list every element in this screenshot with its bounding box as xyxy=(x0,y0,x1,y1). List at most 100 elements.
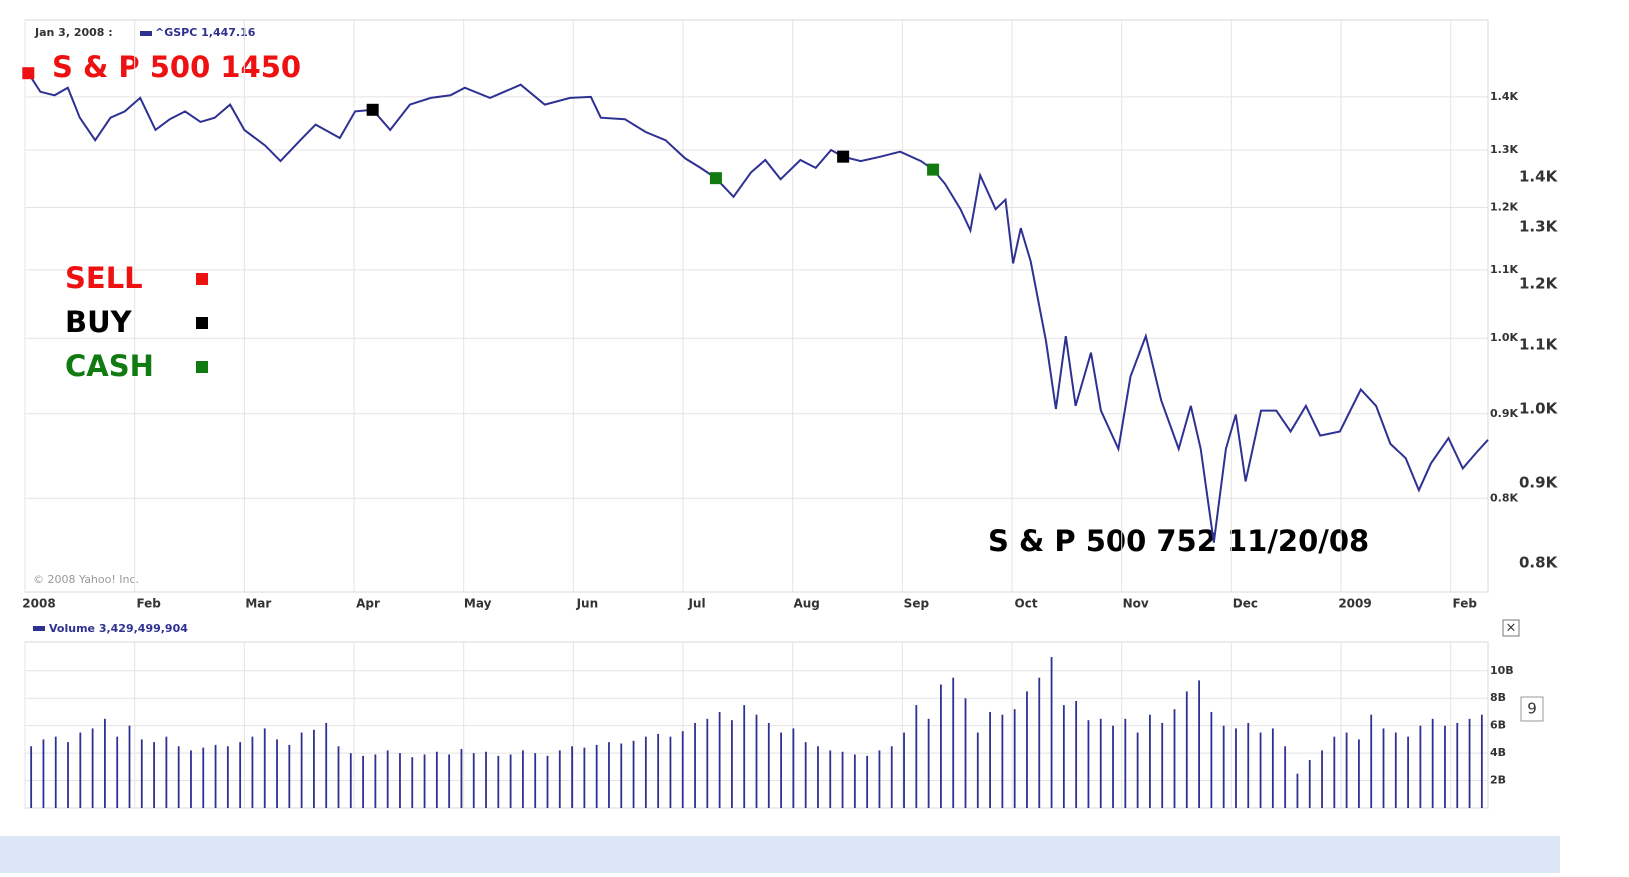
volume-bar xyxy=(1284,746,1287,808)
volume-bar xyxy=(239,742,242,808)
fragment: 1.3K xyxy=(1519,218,1559,236)
signal-marker xyxy=(927,163,940,176)
volume-bar xyxy=(435,751,438,808)
volume-bar xyxy=(1001,714,1004,808)
volume-bar xyxy=(153,742,155,808)
volume-bar xyxy=(263,728,266,808)
volume-bar xyxy=(755,714,758,808)
volume-bar xyxy=(1394,732,1397,808)
volume-bar xyxy=(1222,725,1225,808)
legend-swatch xyxy=(196,361,208,373)
volume-bar xyxy=(79,732,82,808)
volume-bar xyxy=(706,718,709,808)
x-tick-label: Oct xyxy=(1015,597,1038,611)
volume-bar xyxy=(226,746,229,808)
volume-bar xyxy=(140,739,143,808)
volume-bar xyxy=(104,718,106,808)
volume-bar xyxy=(509,754,512,808)
volume-bar xyxy=(583,747,586,808)
volume-bar xyxy=(67,742,69,808)
y-tick-label: 0.9K xyxy=(1490,407,1518,420)
y-tick-label: 1.2K xyxy=(1490,200,1518,213)
volume-bar xyxy=(91,728,94,808)
volume-bar xyxy=(1198,680,1200,808)
close-button[interactable] xyxy=(1502,619,1520,637)
volume-bar xyxy=(1468,718,1471,808)
x-tick-label: Mar xyxy=(245,597,271,611)
x-tick-label: Apr xyxy=(356,597,380,611)
volume-bar xyxy=(1013,709,1016,808)
volume-bar xyxy=(964,698,967,808)
volume-bar xyxy=(423,754,426,808)
volume-bar xyxy=(1271,728,1274,808)
volume-bar xyxy=(460,749,463,808)
volume-bar xyxy=(374,754,377,808)
y-tick-label: 1.1K xyxy=(1490,263,1518,276)
volume-bar xyxy=(571,746,573,808)
volume-bar xyxy=(792,728,795,808)
volume-bar xyxy=(558,750,561,808)
x-tick-label: 2009 xyxy=(1338,597,1371,611)
volume-bar xyxy=(1050,657,1053,808)
volume-bar xyxy=(325,722,328,808)
header-date: Jan 3, 2008 : xyxy=(34,26,113,39)
volume-bar xyxy=(1358,739,1360,808)
volume-bar xyxy=(288,744,291,808)
volume-bar xyxy=(731,720,733,808)
volume-bar xyxy=(1419,725,1422,808)
volume-bar xyxy=(1185,691,1188,808)
x-tick-label: Jun xyxy=(576,597,599,611)
legend-swatch xyxy=(196,317,208,329)
legend-label: BUY xyxy=(65,305,133,339)
y-tick-label: 1.0K xyxy=(1490,331,1518,344)
volume-bar xyxy=(534,753,537,808)
volume-bar xyxy=(1308,759,1311,808)
volume-bar xyxy=(337,746,340,808)
volume-bar xyxy=(1136,732,1139,808)
volume-bar xyxy=(890,746,893,808)
fragment: 0.9K xyxy=(1519,474,1559,492)
volume-bar xyxy=(1345,732,1348,808)
x-tick-label: Sep xyxy=(904,597,930,611)
volume-bar xyxy=(644,736,647,808)
volume-bar xyxy=(349,753,352,808)
x-tick-label: Dec xyxy=(1233,597,1258,611)
legend-label: SELL xyxy=(65,261,143,295)
fragment: 9 xyxy=(1527,700,1537,718)
header-swatch xyxy=(140,31,152,36)
close-icon[interactable]: × xyxy=(1506,621,1517,636)
volume-bar xyxy=(804,742,807,808)
y-tick-label: 10B xyxy=(1490,664,1514,677)
volume-bar xyxy=(1075,700,1078,808)
volume-bar xyxy=(54,736,57,808)
volume-bar xyxy=(1296,773,1299,808)
volume-bar xyxy=(386,750,389,808)
volume-bar xyxy=(30,746,33,808)
volume-bar xyxy=(694,722,696,808)
y-tick-label: 8B xyxy=(1490,691,1506,704)
volume-bar xyxy=(251,736,254,808)
volume-bar xyxy=(976,732,979,808)
legend-label: CASH xyxy=(65,349,154,383)
x-tick-label: Feb xyxy=(136,597,161,611)
volume-bar xyxy=(940,684,942,808)
volume-bar xyxy=(903,732,905,808)
volume-bar xyxy=(989,711,991,808)
volume-bar xyxy=(1431,718,1434,808)
volume-bar xyxy=(1370,714,1373,808)
volume-bar xyxy=(472,753,475,808)
volume-bar xyxy=(1099,718,1102,808)
volume-bar xyxy=(1026,691,1028,808)
y-tick-label: 0.8K xyxy=(1490,491,1518,504)
volume-bar xyxy=(1112,725,1114,808)
fragment: 1.1K xyxy=(1519,336,1559,354)
volume-bar xyxy=(313,729,315,808)
volume-bar xyxy=(878,750,881,808)
y-tick-label: 6B xyxy=(1490,719,1506,732)
volume-bar xyxy=(669,736,672,808)
volume-title: Volume 3,429,499,904 xyxy=(49,622,188,635)
volume-bar xyxy=(608,742,610,808)
volume-bar xyxy=(952,677,955,808)
volume-bar xyxy=(411,757,414,808)
